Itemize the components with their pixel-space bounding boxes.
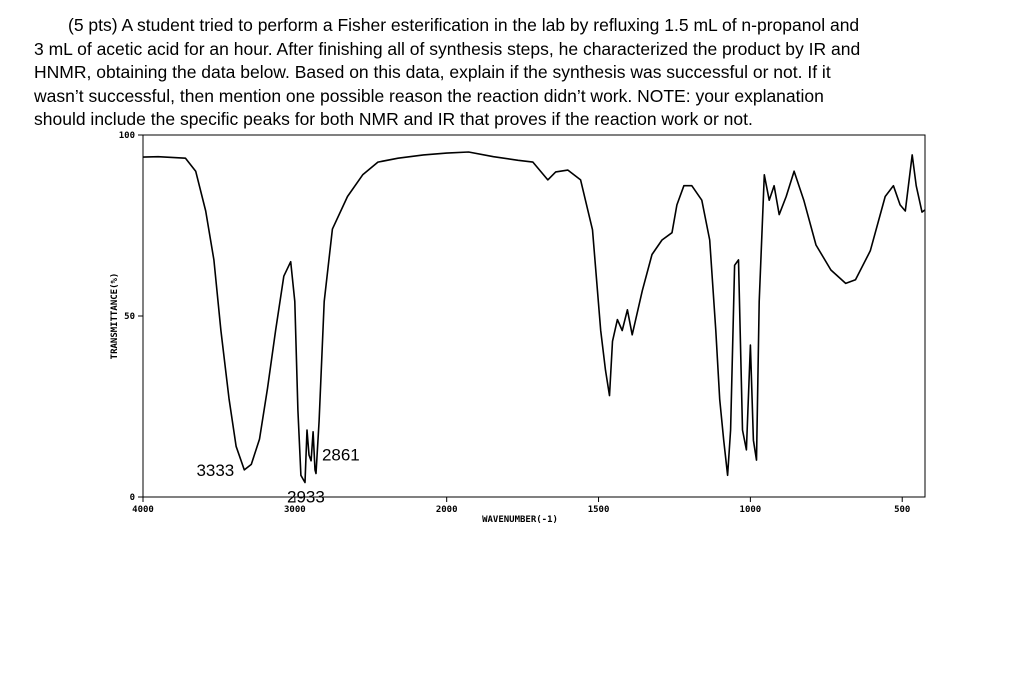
peak-annotation: 3333 bbox=[196, 461, 234, 480]
x-tick-label: 1000 bbox=[740, 505, 762, 515]
question-line: (5 pts) A student tried to perform a Fis… bbox=[68, 15, 860, 35]
x-tick-label: 4000 bbox=[132, 505, 154, 515]
x-tick-label: 500 bbox=[894, 505, 910, 515]
x-axis-label: WAVENUMBER(-1) bbox=[482, 515, 558, 525]
x-tick-label: 3000 bbox=[284, 505, 306, 515]
question-line: HNMR, obtaining the data below. Based on… bbox=[34, 62, 831, 82]
plot-frame bbox=[142, 134, 926, 498]
y-tick-label: 0 bbox=[130, 493, 135, 503]
peak-annotation: 2861 bbox=[322, 445, 360, 464]
y-axis-label: TRANSMITTANCE(%) bbox=[110, 273, 120, 360]
question: (5 pts) A student tried to perform a Fis… bbox=[34, 14, 1014, 132]
question-line: wasn’t successful, then mention one poss… bbox=[34, 85, 824, 106]
question-line: should include the specific peaks for bo… bbox=[34, 109, 753, 129]
peak-annotation: 2933 bbox=[287, 488, 325, 507]
y-tick-label: 100 bbox=[119, 131, 135, 141]
question-line: 3 mL of acetic acid for an hour. After f… bbox=[34, 38, 861, 59]
y-tick-label: 50 bbox=[124, 312, 135, 322]
x-tick-label: 1500 bbox=[588, 505, 610, 515]
spectrum-line bbox=[142, 151, 926, 484]
x-tick-label: 2000 bbox=[436, 505, 458, 515]
